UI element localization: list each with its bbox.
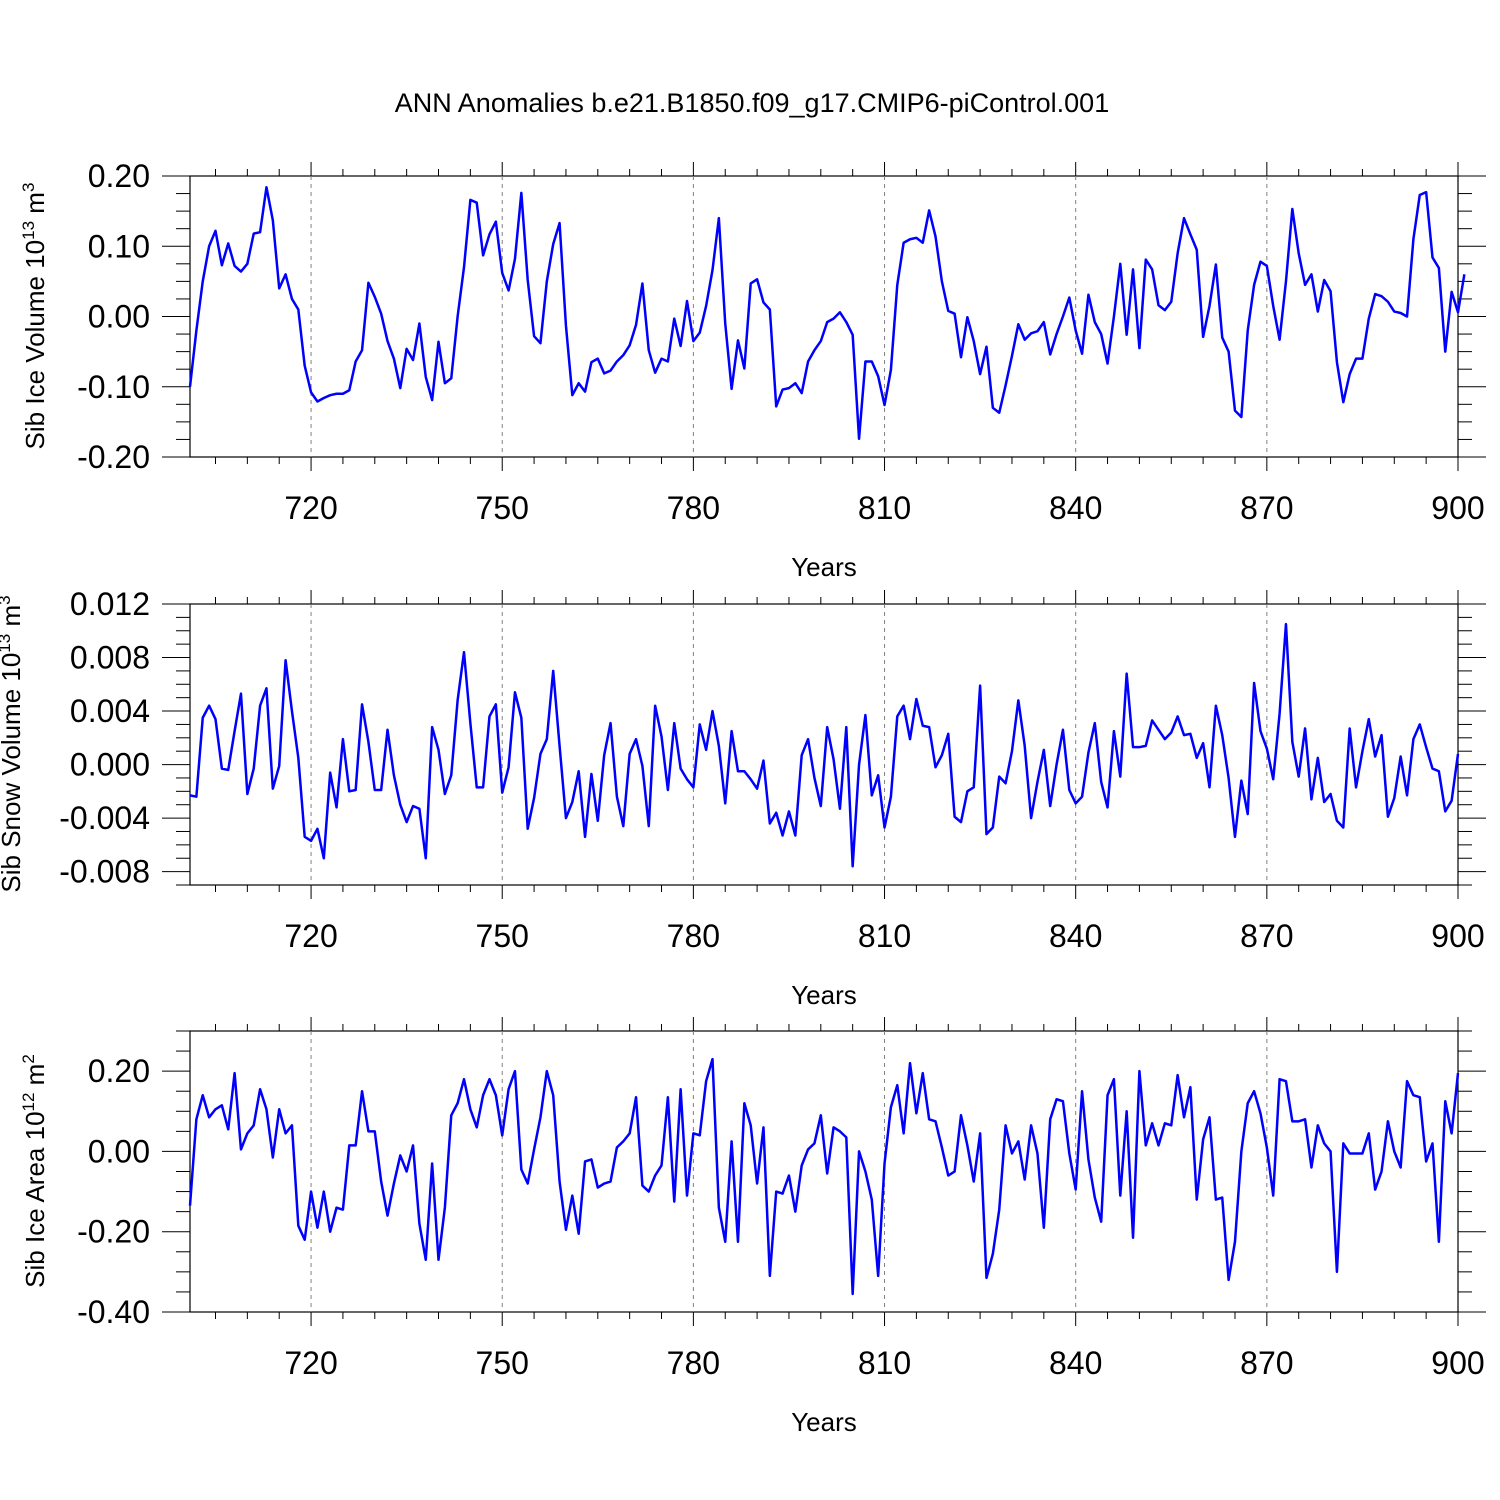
- x-tick-label: 840: [1049, 490, 1102, 526]
- x-tick-label: 840: [1049, 1345, 1102, 1381]
- series-group: [188, 185, 1466, 440]
- x-tick-label: 870: [1240, 918, 1293, 954]
- y-tick-label: 0.00: [88, 1133, 150, 1169]
- y-tick-label: 0.012: [70, 586, 150, 622]
- y-axis-label-spacer: [20, 214, 50, 221]
- x-tick-label: 810: [858, 1345, 911, 1381]
- y-tick-label: 0.004: [70, 693, 150, 729]
- series-line: [188, 185, 1466, 440]
- y-ticks: -0.008 -0.004 0.000 0.004 0.008 0.012: [59, 586, 1486, 890]
- x-tick-label: 780: [667, 490, 720, 526]
- x-axis-label: Years: [791, 552, 857, 582]
- y-axis-label-unit-exponent: 3: [0, 595, 14, 604]
- y-axis-label-text: Sib Ice Volume 10: [20, 240, 50, 450]
- panel-ice-volume: 720 750 780 810 840 870 900 -0.20 -0.10 0.00 0.10…: [19, 158, 1486, 582]
- series-line: [188, 1057, 1460, 1296]
- x-tick-label: 720: [284, 490, 337, 526]
- y-tick-label: -0.008: [59, 854, 150, 890]
- x-axis-label: Years: [791, 1407, 857, 1437]
- x-tick-label: 900: [1431, 1345, 1484, 1381]
- y-tick-label: -0.004: [59, 800, 150, 836]
- y-axis-label-unit-exponent: 2: [19, 1054, 38, 1063]
- x-tick-label: 900: [1431, 490, 1484, 526]
- x-axis-label: Years: [791, 980, 857, 1010]
- panel-ice-area: 720 750 780 810 840 870 900 -0.40 -0.20 0.00 0.20…: [19, 1017, 1486, 1437]
- x-tick-label: 720: [284, 1345, 337, 1381]
- plot-frame: [189, 175, 1459, 458]
- x-tick-label: 870: [1240, 490, 1293, 526]
- y-axis-label-unit: m: [20, 1064, 50, 1086]
- panel-snow-volume: 720 750 780 810 840 870 900 -0.008 -0.004 0.000 0…: [0, 586, 1486, 1010]
- y-axis-label-unit: m: [0, 605, 26, 627]
- y-ticks: -0.20 -0.10 0.00 0.10 0.20: [77, 158, 1486, 475]
- x-tick-label: 780: [667, 918, 720, 954]
- y-axis-label-text: Sib Ice Area 10: [20, 1111, 50, 1287]
- gridlines: [310, 604, 1268, 885]
- x-tick-label: 750: [476, 918, 529, 954]
- y-tick-label: -0.20: [77, 439, 150, 475]
- series-line: [189, 622, 1460, 868]
- y-axis-label: Sib Ice Volume 1013 m3: [19, 183, 50, 450]
- y-tick-label: 0.00: [88, 299, 150, 335]
- x-tick-label: 750: [476, 490, 529, 526]
- x-tick-label: 720: [284, 918, 337, 954]
- series-group: [189, 622, 1460, 868]
- x-tick-label: 810: [858, 490, 911, 526]
- y-axis-label-exponent: 12: [19, 1093, 38, 1112]
- x-tick-label: 840: [1049, 918, 1102, 954]
- gridlines: [310, 1031, 1268, 1312]
- y-tick-label: -0.40: [77, 1294, 150, 1330]
- y-axis-label-exponent: 13: [19, 221, 38, 240]
- gridlines: [310, 176, 1268, 457]
- x-tick-label: 810: [858, 918, 911, 954]
- y-tick-label: 0.20: [88, 158, 150, 194]
- y-axis-label-spacer: [0, 627, 26, 634]
- x-tick-label: 870: [1240, 1345, 1293, 1381]
- x-ticks: 720 750 780 810 840 870 900: [214, 162, 1485, 526]
- y-tick-label: 0.008: [70, 640, 150, 676]
- figure-title: ANN Anomalies b.e21.B1850.f09_g17.CMIP6-…: [395, 88, 1109, 118]
- plot-frame: [189, 603, 1459, 886]
- x-ticks: 720 750 780 810 840 870 900: [214, 1017, 1485, 1381]
- series-group: [188, 1057, 1460, 1296]
- y-axis-label: Sib Snow Volume 1013 m3: [0, 595, 26, 892]
- x-tick-label: 900: [1431, 918, 1484, 954]
- x-ticks: 720 750 780 810 840 870 900: [214, 590, 1485, 954]
- y-tick-label: -0.20: [77, 1214, 150, 1250]
- y-tick-label: 0.20: [88, 1053, 150, 1089]
- y-axis-label: Sib Ice Area 1012 m2: [19, 1054, 50, 1288]
- y-tick-label: 0.10: [88, 228, 150, 264]
- y-axis-label-unit-exponent: 3: [19, 183, 38, 192]
- x-tick-label: 780: [667, 1345, 720, 1381]
- y-ticks: -0.40 -0.20 0.00 0.20: [77, 1030, 1486, 1330]
- y-axis-label-spacer: [20, 1085, 50, 1092]
- x-tick-label: 750: [476, 1345, 529, 1381]
- y-axis-label-exponent: 13: [0, 634, 14, 653]
- y-axis-label-unit: m: [20, 192, 50, 214]
- y-tick-label: -0.10: [77, 369, 150, 405]
- y-axis-label-text: Sib Snow Volume 10: [0, 653, 26, 893]
- y-tick-label: 0.000: [70, 747, 150, 783]
